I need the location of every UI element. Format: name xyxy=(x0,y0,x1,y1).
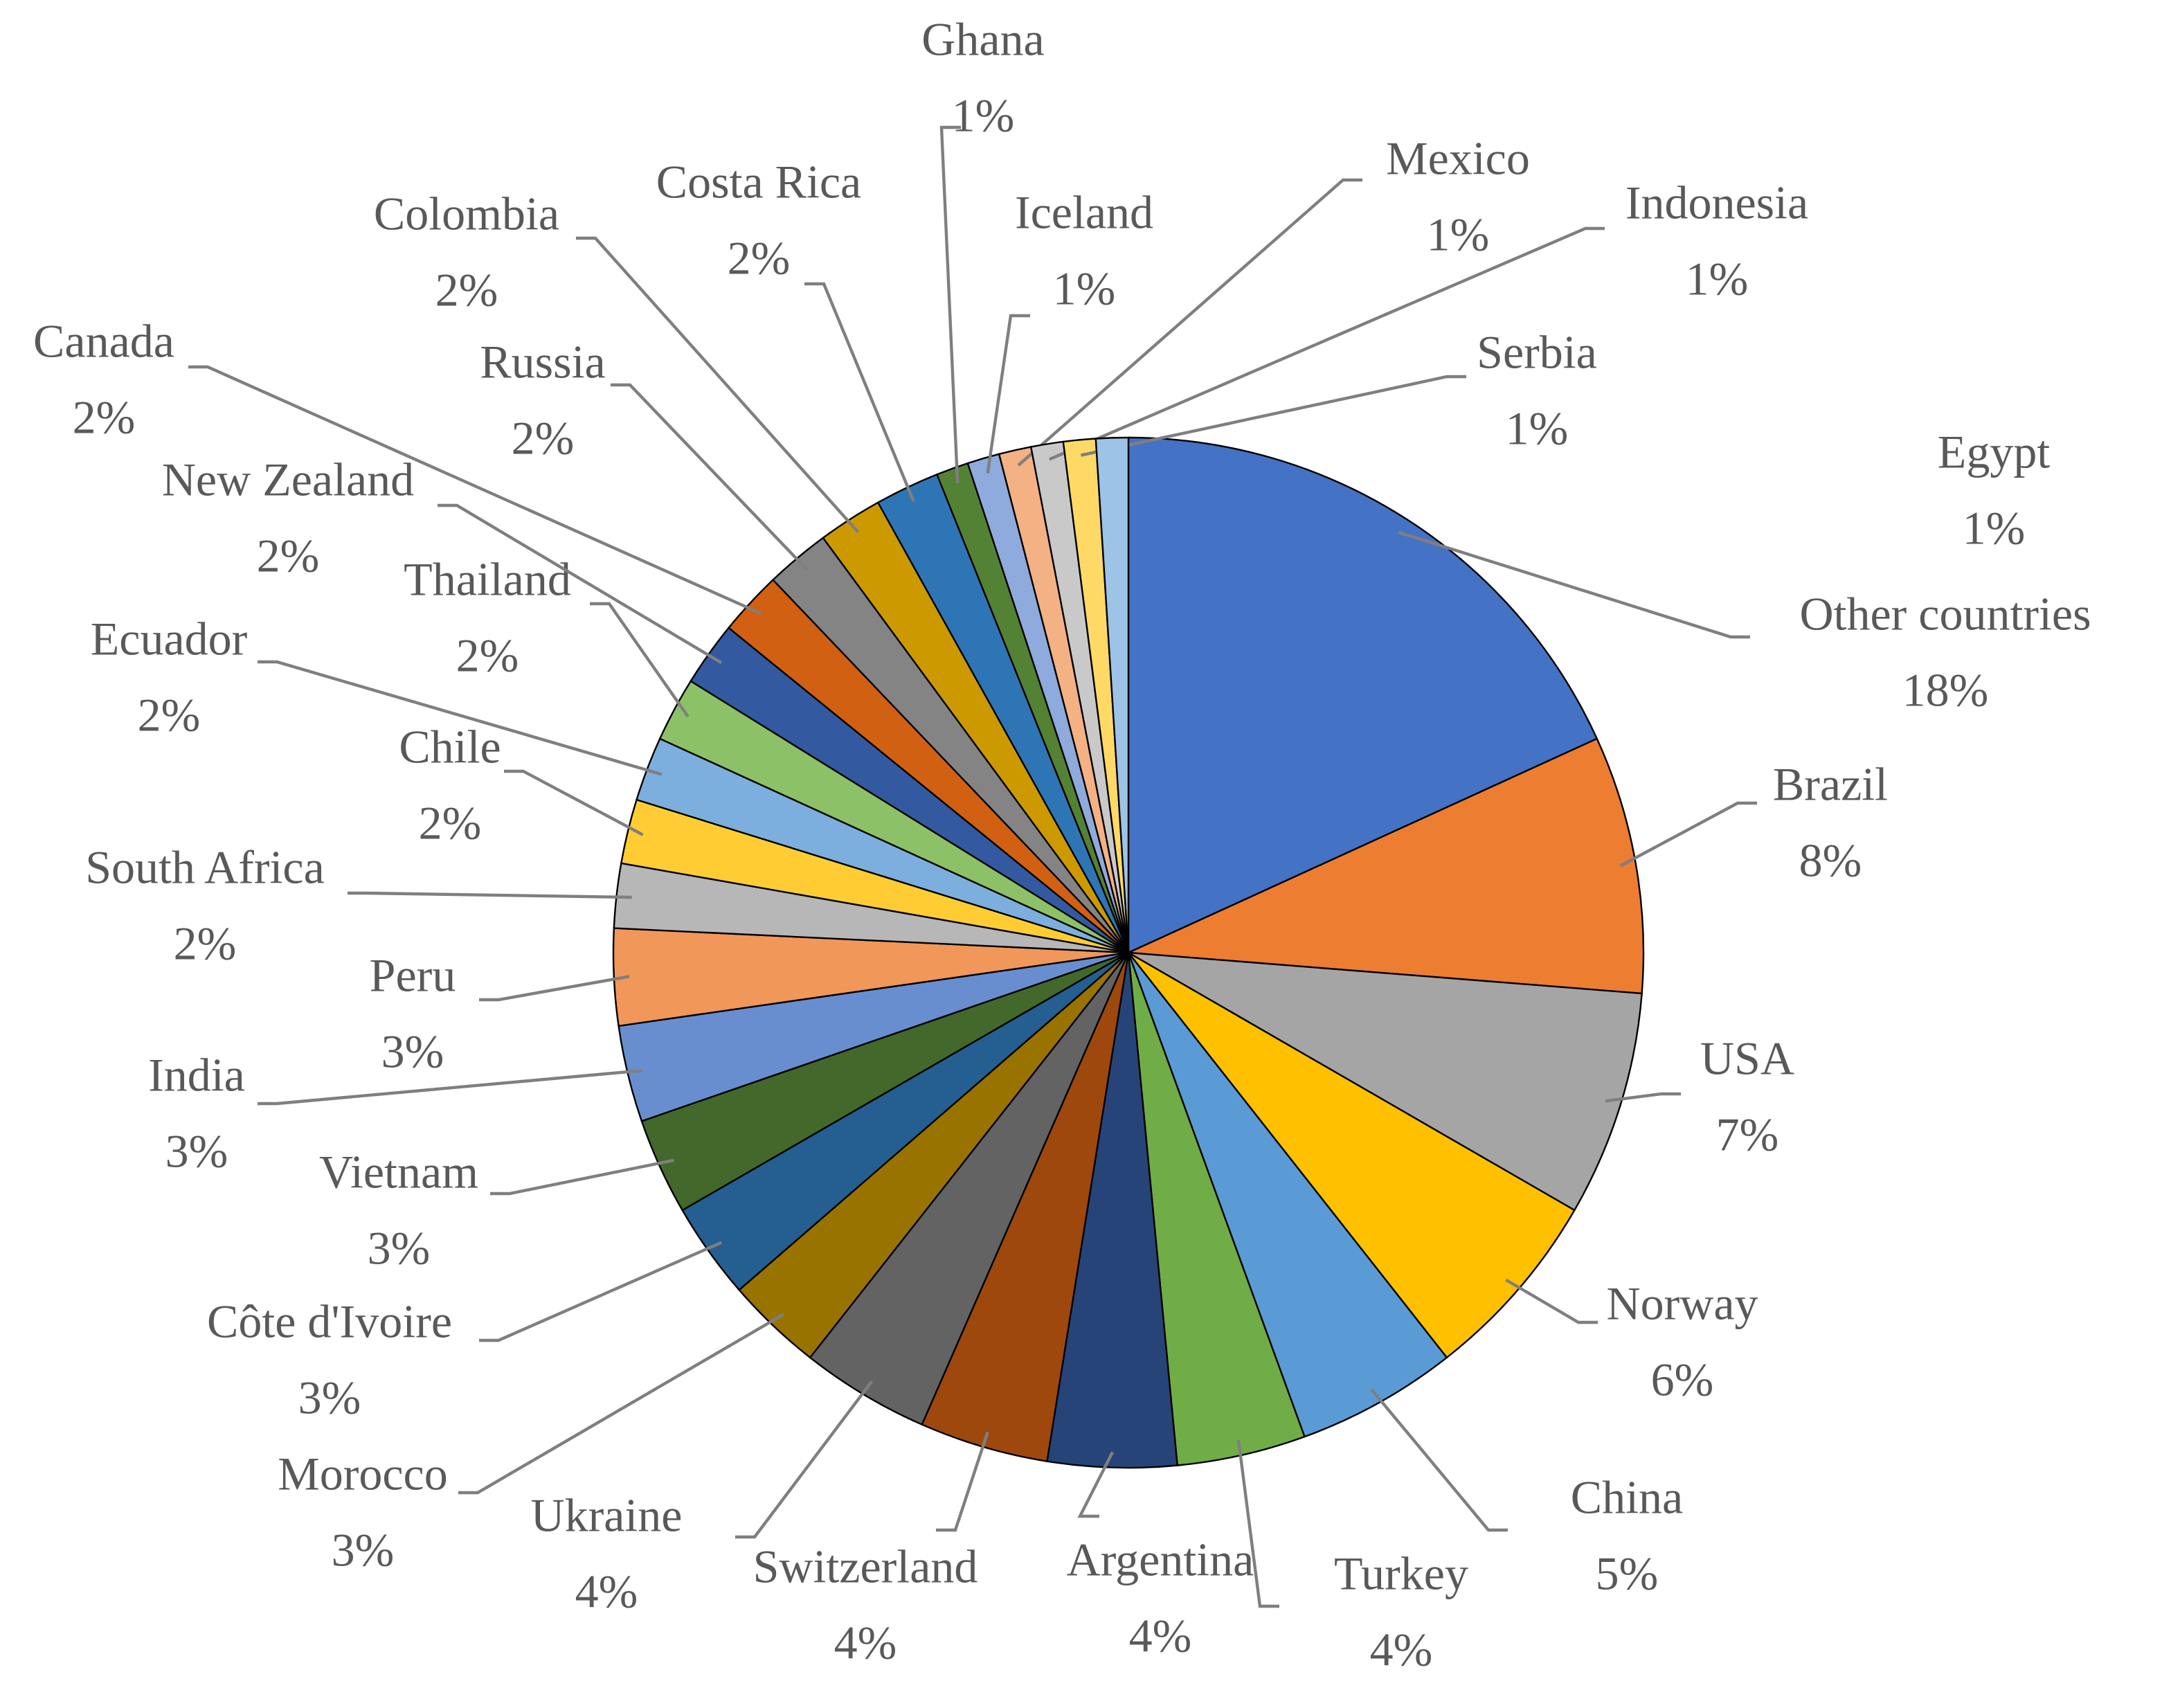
slice-label: Morocco xyxy=(278,1448,447,1500)
slice-value-label: 4% xyxy=(575,1565,638,1618)
pie-slice xyxy=(1127,952,1448,1438)
leader-line xyxy=(576,236,860,534)
slice-value-label: 4% xyxy=(834,1617,897,1669)
slice-value-label: 2% xyxy=(512,412,575,465)
leader-line xyxy=(1049,226,1605,461)
pie-slice xyxy=(1094,436,1130,953)
slice-value-label: 3% xyxy=(381,1025,444,1078)
leader-line xyxy=(1236,1439,1279,1608)
slice-value-label: 1% xyxy=(1686,253,1749,305)
slice-value-label: 2% xyxy=(728,232,791,285)
slice-label: New Zealand xyxy=(162,453,414,506)
pie-slice xyxy=(1046,952,1179,1469)
pie-slice xyxy=(1128,951,1643,1212)
leader-line xyxy=(458,1313,785,1495)
slice-label: Brazil xyxy=(1773,758,1888,811)
slice-label: Ukraine xyxy=(530,1489,682,1542)
leader-line xyxy=(1398,530,1750,639)
slice-label: Vietnam xyxy=(319,1146,478,1198)
slice-label: Other countries xyxy=(1799,588,2091,640)
slice-label: Peru xyxy=(370,949,456,1002)
slice-value-label: 18% xyxy=(1902,664,1989,717)
leader-line xyxy=(348,891,632,899)
leader-line xyxy=(939,125,961,483)
slice-value-label: 3% xyxy=(368,1222,431,1275)
slice-label: Côte d'Ivoire xyxy=(207,1295,452,1348)
leader-line xyxy=(1080,375,1466,457)
slice-value-label: 4% xyxy=(1129,1610,1192,1662)
slice-value-label: 1% xyxy=(952,89,1015,142)
slice-label: Thailand xyxy=(404,553,571,606)
leader-line xyxy=(590,602,690,718)
leader-line xyxy=(735,1380,874,1539)
slice-value-label: 4% xyxy=(1370,1624,1433,1676)
leader-line xyxy=(479,975,630,1002)
leader-line xyxy=(1077,1451,1115,1518)
slice-value-label: 1% xyxy=(1506,402,1569,455)
pie-slice xyxy=(1125,737,1645,995)
slice-value-label: 3% xyxy=(165,1125,228,1178)
slice-value-label: 1% xyxy=(1053,262,1116,315)
slice-label: Indonesia xyxy=(1625,177,1808,229)
slice-label: Argentina xyxy=(1067,1534,1254,1586)
slice-label: Canada xyxy=(33,315,174,368)
slice-label: South Africa xyxy=(85,841,325,894)
leader-line xyxy=(936,1431,989,1532)
slice-label: Mexico xyxy=(1386,132,1530,185)
slice-label: Serbia xyxy=(1477,326,1597,379)
slice-label: Chile xyxy=(399,721,501,773)
slice-label: Iceland xyxy=(1015,186,1153,239)
slice-value-label: 2% xyxy=(419,797,482,849)
leader-line xyxy=(438,503,723,665)
pie-slice xyxy=(1127,436,1598,954)
slice-value-label: 1% xyxy=(1427,208,1490,261)
leader-line xyxy=(188,365,762,615)
slice-value-label: 2% xyxy=(174,917,237,970)
leader-line xyxy=(258,1068,643,1106)
leader-line xyxy=(479,1241,723,1342)
slice-value-label: 2% xyxy=(435,264,498,316)
leader-line xyxy=(1017,178,1362,467)
slice-value-label: 3% xyxy=(332,1524,395,1576)
leader-line xyxy=(490,1158,674,1196)
slice-value-label: 1% xyxy=(1963,502,2026,555)
leader-line xyxy=(1370,1388,1508,1532)
slice-label: Turkey xyxy=(1334,1547,1468,1600)
slice-label: China xyxy=(1571,1471,1683,1524)
slice-label: India xyxy=(148,1049,245,1102)
leader-line xyxy=(611,383,809,571)
slice-value-label: 2% xyxy=(257,530,320,582)
slice-value-label: 3% xyxy=(298,1372,361,1424)
pie-slice xyxy=(1128,951,1576,1359)
slice-label: Ghana xyxy=(921,13,1044,66)
leader-line xyxy=(258,660,663,776)
slice-value-label: 2% xyxy=(456,629,519,682)
slice-label: Ecuador xyxy=(91,613,248,665)
leader-line xyxy=(1619,801,1757,868)
leader-line xyxy=(1505,1278,1598,1324)
slice-value-label: 6% xyxy=(1651,1354,1714,1406)
slice-label: Norway xyxy=(1606,1277,1758,1330)
slice-label: Switzerland xyxy=(753,1540,978,1593)
slice-label: Colombia xyxy=(374,188,559,240)
slice-label: Russia xyxy=(480,336,605,388)
slice-label: USA xyxy=(1700,1032,1794,1085)
slice-value-label: 2% xyxy=(138,689,201,741)
leader-line xyxy=(986,314,1030,474)
leader-line xyxy=(504,769,644,836)
slice-value-label: 7% xyxy=(1716,1108,1779,1161)
slice-value-label: 2% xyxy=(73,391,136,444)
leader-line xyxy=(1605,1092,1681,1103)
slice-label: Costa Rica xyxy=(656,156,862,208)
slice-label: Egypt xyxy=(1938,426,2051,478)
slice-value-label: 5% xyxy=(1596,1547,1659,1600)
leader-line xyxy=(804,282,915,503)
pie-slice xyxy=(809,952,1130,1426)
slice-value-label: 8% xyxy=(1799,834,1862,887)
